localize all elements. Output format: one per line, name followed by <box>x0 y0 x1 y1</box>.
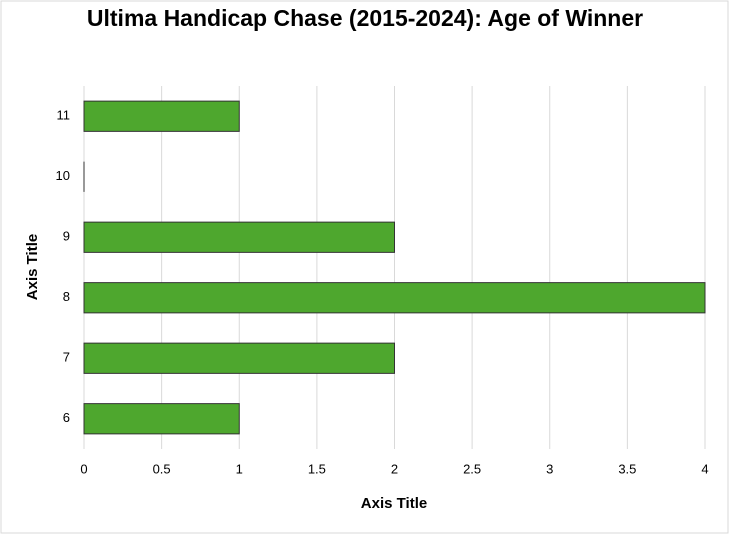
x-tick-label: 0 <box>80 461 87 476</box>
bar <box>83 100 240 132</box>
y-tick-label: 8 <box>63 289 70 304</box>
y-axis-title: Axis Title <box>24 234 41 300</box>
x-tick-label: 1 <box>236 461 243 476</box>
y-tick-label: 10 <box>56 168 70 183</box>
x-tick-label: 3.5 <box>618 461 636 476</box>
x-tick-label: 1.5 <box>308 461 326 476</box>
x-axis-title: Axis Title <box>361 495 427 512</box>
y-tick-label: 11 <box>57 108 71 123</box>
bar <box>83 282 706 314</box>
x-tick-label: 3 <box>546 461 553 476</box>
bar <box>83 403 240 435</box>
y-tick-label: 6 <box>63 410 70 425</box>
y-tick-label: 7 <box>63 350 70 365</box>
x-tick-label: 0.5 <box>153 461 171 476</box>
x-tick-label: 2 <box>391 461 398 476</box>
y-tick-label: 9 <box>63 229 70 244</box>
x-tick-label: 4 <box>701 461 708 476</box>
x-tick-label: 2.5 <box>463 461 481 476</box>
chart-title: Ultima Handicap Chase (2015-2024): Age o… <box>86 5 644 31</box>
bar <box>83 221 395 253</box>
bar <box>83 342 395 374</box>
